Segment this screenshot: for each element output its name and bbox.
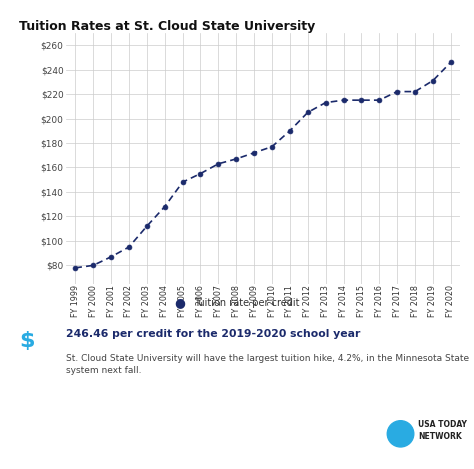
Text: St. Cloud State University will have the largest tuition hike, 4.2%, in the Minn: St. Cloud State University will have the…	[66, 354, 469, 375]
Text: Tuition Rates at St. Cloud State University: Tuition Rates at St. Cloud State Univers…	[19, 20, 315, 33]
Text: $: $	[19, 331, 35, 351]
Text: USA TODAY
NETWORK: USA TODAY NETWORK	[418, 421, 467, 440]
Text: ●: ●	[175, 296, 185, 309]
Text: 246.46 per credit for the 2019-2020 school year: 246.46 per credit for the 2019-2020 scho…	[66, 329, 361, 339]
Text: Tuition rate per credit: Tuition rate per credit	[194, 297, 300, 308]
